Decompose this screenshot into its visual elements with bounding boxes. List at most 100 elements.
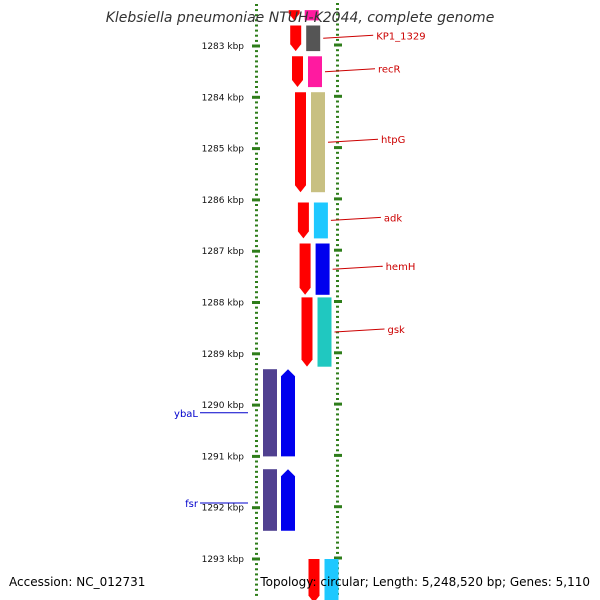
gene-feature-bar [263,369,277,457]
outer-major-tick [334,43,342,47]
minor-tick [255,229,258,232]
outer-minor-tick [336,3,339,5]
outer-minor-tick [336,372,339,375]
outer-minor-tick [336,28,339,31]
gene-label: adk [384,213,402,224]
outer-minor-tick [336,218,339,221]
gene-label: KP1_1329 [376,31,425,42]
outer-minor-tick [336,551,339,554]
outer-minor-tick [336,33,339,36]
topology-text: Topology: circular; Length: 5,248,520 bp… [260,575,590,589]
label-leader [334,328,385,333]
gene-unlabeled [288,10,319,21]
outer-minor-tick [336,59,339,62]
label-leader [332,265,383,270]
outer-minor-tick [336,213,339,216]
minor-tick [255,373,258,376]
gene-hemH [299,243,330,295]
minor-tick [255,275,258,278]
outer-minor-tick [336,182,339,185]
ruler-tick-label: 1290 kbp [202,401,245,411]
gene-feature-bar [311,92,325,193]
minor-tick [255,137,258,140]
minor-tick [255,50,258,53]
cds-arrow [281,369,295,457]
cds-arrow [281,469,295,531]
minor-tick [255,157,258,160]
minor-tick [255,265,258,268]
outer-major-tick [334,94,342,98]
outer-major-tick [334,146,342,150]
gene-feature-bar [317,297,332,367]
minor-tick [255,29,258,32]
minor-tick [255,532,258,535]
minor-tick [255,219,258,222]
ruler-tick-label: 1283 kbp [202,42,245,52]
minor-tick [255,399,258,401]
minor-tick [255,583,258,586]
minor-tick [255,111,258,114]
major-tick [252,454,260,458]
cds-arrow [290,25,302,52]
outer-minor-tick [336,408,339,411]
ruler-tick-label: 1291 kbp [202,452,245,462]
gene-label-KP1_1329: KP1_1329 [323,31,426,42]
minor-tick [255,522,258,525]
gene-label-hemH: hemH [332,262,415,273]
gene-feature-bar [308,56,322,88]
cds-arrow [299,243,311,295]
outer-minor-tick [336,228,339,231]
outer-minor-tick [336,269,339,272]
minor-tick [255,60,258,63]
minor-tick [255,588,258,591]
minor-tick [255,80,258,83]
outer-minor-tick [336,357,339,359]
minor-tick [255,363,258,366]
outer-minor-tick [336,495,339,498]
outer-minor-tick [336,90,339,93]
gene-htpG [295,92,325,193]
outer-minor-tick [336,85,339,88]
minor-tick [255,245,258,248]
gene-labels: KP1_1329 recR htpG adk hemH gsk ybaL fsr [174,31,426,510]
gene-ybaL [263,369,295,457]
minor-tick [255,593,258,596]
minor-tick [255,70,258,73]
ruler-tick-label: 1288 kbp [202,299,245,309]
label-leader [327,138,379,143]
minor-tick [255,121,258,124]
major-tick [252,249,260,253]
minor-tick [255,306,258,309]
minor-tick [255,188,258,191]
ruler-tick-label: 1287 kbp [202,247,245,257]
outer-minor-tick [336,290,339,293]
minor-tick [255,234,258,237]
genes [263,10,339,600]
cds-arrow [308,559,320,600]
minor-tick [255,4,258,6]
minor-tick [255,450,258,453]
minor-tick [255,491,258,494]
outer-minor-tick [336,336,339,339]
outer-minor-tick [336,74,339,77]
gene-adk [297,202,328,239]
minor-tick [255,204,258,206]
outer-minor-tick [336,131,339,134]
gene-feature-bar [313,202,328,239]
minor-tick [255,101,258,104]
outer-minor-tick [336,382,339,385]
minor-tick [255,434,258,437]
minor-tick [255,86,258,88]
gene-feature-bar [315,243,330,295]
minor-tick [255,239,258,242]
label-leader [324,68,376,73]
outer-minor-tick [336,23,339,26]
minor-tick [255,496,258,499]
outer-major-tick [334,453,342,457]
minor-tick [255,347,258,350]
minor-tick [255,34,258,37]
outer-minor-tick [336,516,339,518]
outer-minor-tick [336,315,339,318]
gene-label: htpG [381,135,405,146]
minor-tick [255,378,258,381]
